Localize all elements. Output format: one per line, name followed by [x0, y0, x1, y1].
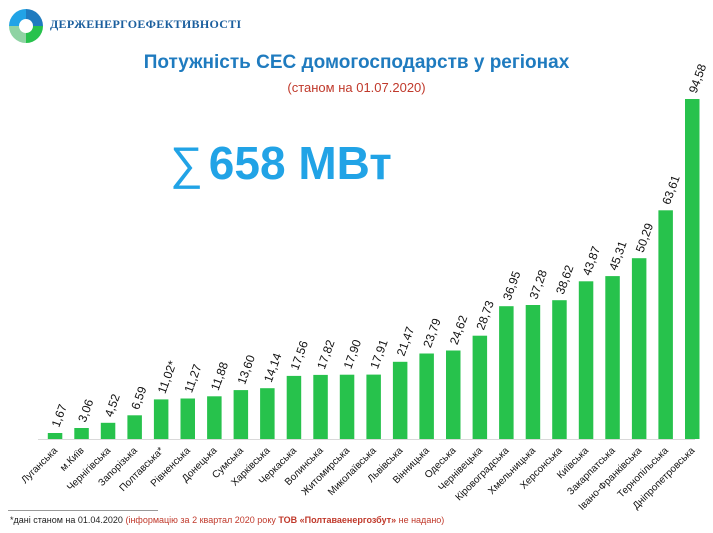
footnote-note-start: (інформацію за 2 квартал 2020 року	[125, 515, 279, 525]
bar-9	[260, 388, 275, 439]
value-label-8: 13,60	[235, 353, 259, 386]
category-label-1: Луганська	[19, 445, 60, 486]
value-label-22: 45,31	[606, 239, 630, 272]
logo-sphere-icon	[9, 9, 43, 43]
bar-5	[153, 399, 169, 439]
bar-10	[286, 375, 302, 439]
bar-21	[578, 281, 594, 439]
bar-14	[392, 361, 408, 439]
value-label-6: 11,27	[181, 362, 204, 394]
bar-20	[552, 300, 567, 439]
bar-17	[472, 335, 488, 439]
bar-11	[313, 374, 328, 439]
value-label-3: 4,52	[102, 392, 123, 419]
value-label-11: 17,82	[314, 338, 338, 371]
chart-subtitle: (станом на 01.07.2020)	[287, 80, 426, 95]
sigma-icon: ∑	[170, 137, 203, 189]
value-label-5: 11,02*	[155, 359, 180, 396]
total-value: 658 МВт	[208, 137, 392, 189]
footnote-prefix: *дані станом на 01.04.2020	[10, 515, 126, 525]
value-label-12: 17,90	[341, 337, 365, 370]
value-label-2: 3,06	[75, 397, 96, 424]
value-label-15: 23,79	[420, 316, 444, 349]
footnote-note-end: не надано)	[396, 515, 445, 525]
value-label-4: 6,59	[128, 384, 149, 411]
value-label-21: 43,87	[580, 244, 604, 277]
chart-title: Потужність СЕС домогосподарств у регіона…	[143, 52, 570, 73]
bar-8	[233, 390, 249, 439]
value-label-17: 28,73	[473, 298, 497, 331]
bar-12	[339, 374, 355, 439]
bar-1	[47, 433, 63, 439]
bar-4	[127, 415, 142, 439]
value-label-18: 36,95	[500, 269, 524, 302]
footnote: *дані станом на 01.04.2020 (інформацію з…	[10, 515, 444, 525]
bar-24	[658, 210, 673, 439]
org-name: ДЕРЖЕНЕРГОЕФЕКТИВНОСТІ	[50, 17, 242, 31]
value-label-9: 14,14	[261, 351, 285, 384]
value-label-24: 63,61	[659, 173, 683, 206]
bar-22	[605, 276, 620, 439]
bar-13	[366, 374, 381, 439]
total-capacity: ∑ 658 МВт	[170, 136, 392, 190]
bar-19	[525, 305, 541, 439]
bar-3	[100, 422, 116, 439]
value-label-10: 17,56	[288, 339, 312, 372]
value-label-25: 94,58	[686, 62, 710, 95]
bar-2	[74, 428, 89, 439]
value-label-23: 50,29	[633, 221, 657, 254]
footnote-divider	[8, 510, 158, 511]
bar-25	[685, 99, 700, 439]
bar-16	[446, 350, 461, 439]
bar-18	[499, 306, 514, 439]
footnote-company: ТОВ «Полтаваенергозбут»	[278, 515, 397, 525]
value-label-13: 17,91	[367, 337, 391, 370]
bar-7	[207, 396, 222, 439]
value-label-7: 11,88	[208, 360, 231, 392]
value-label-14: 21,47	[394, 325, 418, 358]
bar-23	[631, 258, 647, 439]
bar-15	[419, 353, 434, 439]
value-label-20: 38,62	[553, 263, 577, 296]
value-label-1: 1,67	[49, 402, 70, 429]
value-label-16: 24,62	[447, 313, 471, 346]
value-label-19: 37,28	[527, 268, 551, 301]
bar-6	[180, 398, 195, 439]
